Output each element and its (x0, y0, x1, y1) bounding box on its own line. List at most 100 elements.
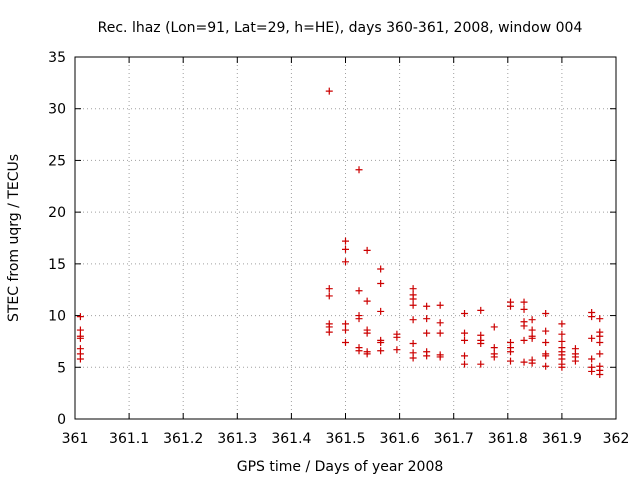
data-point (490, 323, 498, 331)
data-point (377, 338, 385, 346)
data-point (520, 336, 528, 344)
data-point (520, 322, 528, 330)
data-point (507, 302, 515, 310)
data-points (76, 87, 604, 379)
data-point (325, 328, 333, 336)
data-point (423, 352, 431, 360)
y-tick-label: 20 (48, 205, 66, 221)
x-tick-label: 362 (603, 431, 630, 447)
data-point (76, 313, 84, 321)
data-point (461, 360, 469, 368)
data-point (377, 280, 385, 288)
data-point (325, 292, 333, 300)
data-point (596, 338, 604, 346)
data-point (393, 346, 401, 354)
data-point (325, 285, 333, 293)
data-point (558, 337, 566, 345)
data-point (588, 313, 596, 321)
data-point (477, 360, 485, 368)
data-point (409, 285, 417, 293)
data-point (409, 295, 417, 303)
data-point (542, 327, 550, 335)
data-point (490, 344, 498, 352)
data-point (393, 333, 401, 341)
data-point (325, 87, 333, 95)
data-point (363, 350, 371, 358)
data-point (436, 353, 444, 361)
data-point (76, 355, 84, 363)
x-tick-labels: 361 361.1 361.2 361.3 361.4 361.5 361.6 361.7 36… (62, 431, 630, 447)
data-point (588, 334, 596, 342)
data-point (436, 329, 444, 337)
data-point (355, 347, 363, 355)
x-tick-label: 361.7 (434, 431, 474, 447)
data-point (542, 362, 550, 370)
data-point (363, 246, 371, 254)
data-point (528, 334, 536, 342)
data-point (409, 301, 417, 309)
data-point (520, 305, 528, 313)
data-point (461, 336, 469, 344)
x-tick-label: 361.1 (109, 431, 149, 447)
data-point (423, 302, 431, 310)
data-point (528, 316, 536, 324)
data-point (507, 357, 515, 365)
y-tick-label: 0 (57, 412, 66, 428)
y-tick-labels: 0 5 10 15 20 25 30 35 (48, 50, 66, 428)
data-point (423, 329, 431, 337)
data-point (542, 338, 550, 346)
data-point (588, 367, 596, 375)
data-point (76, 334, 84, 342)
x-tick-label: 361.9 (542, 431, 582, 447)
data-point (571, 357, 579, 365)
x-axis-label: GPS time / Days of year 2008 (237, 459, 444, 475)
data-point (542, 310, 550, 318)
data-point (409, 339, 417, 347)
data-point (461, 352, 469, 360)
data-point (436, 319, 444, 327)
data-point (342, 320, 349, 328)
data-point (528, 326, 536, 334)
data-point (588, 355, 596, 363)
data-point (461, 329, 469, 337)
y-tick-label: 30 (48, 102, 66, 118)
chart-title: Rec. lhaz (Lon=91, Lat=29, h=HE), days 3… (98, 20, 583, 36)
data-point (76, 326, 84, 334)
data-point (355, 166, 363, 174)
data-point (596, 332, 604, 340)
y-tick-label: 10 (48, 309, 66, 325)
x-tick-label: 361.6 (380, 431, 420, 447)
data-point (342, 258, 349, 266)
data-point (461, 310, 469, 318)
data-point (342, 245, 349, 253)
data-point (355, 287, 363, 295)
data-point (377, 265, 385, 273)
data-point (342, 338, 349, 346)
x-tick-label: 361.2 (163, 431, 203, 447)
data-point (342, 237, 349, 245)
data-point (558, 320, 566, 328)
data-point (423, 315, 431, 323)
axis-ticks (74, 56, 617, 420)
data-point (596, 315, 604, 323)
y-axis-label: STEC from uqrg / TECUs (6, 154, 22, 322)
data-point (436, 301, 444, 309)
x-tick-label: 361.4 (271, 431, 311, 447)
x-tick-label: 361.8 (488, 431, 528, 447)
data-point (342, 326, 349, 334)
data-point (490, 353, 498, 361)
data-point (596, 371, 604, 379)
x-tick-label: 361.3 (217, 431, 257, 447)
y-tick-label: 35 (48, 50, 66, 66)
data-point (520, 358, 528, 366)
data-point (558, 330, 566, 338)
data-point (558, 363, 566, 371)
data-point (596, 350, 604, 358)
data-point (542, 352, 550, 360)
data-point (477, 339, 485, 347)
x-tick-label: 361 (62, 431, 89, 447)
y-tick-label: 25 (48, 153, 66, 169)
data-point (377, 307, 385, 315)
data-point (409, 316, 417, 324)
